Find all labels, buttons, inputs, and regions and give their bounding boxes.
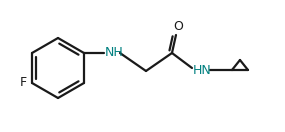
Text: HN: HN <box>193 63 212 77</box>
Text: F: F <box>19 77 27 89</box>
Text: O: O <box>173 20 183 34</box>
Text: NH: NH <box>105 46 124 58</box>
